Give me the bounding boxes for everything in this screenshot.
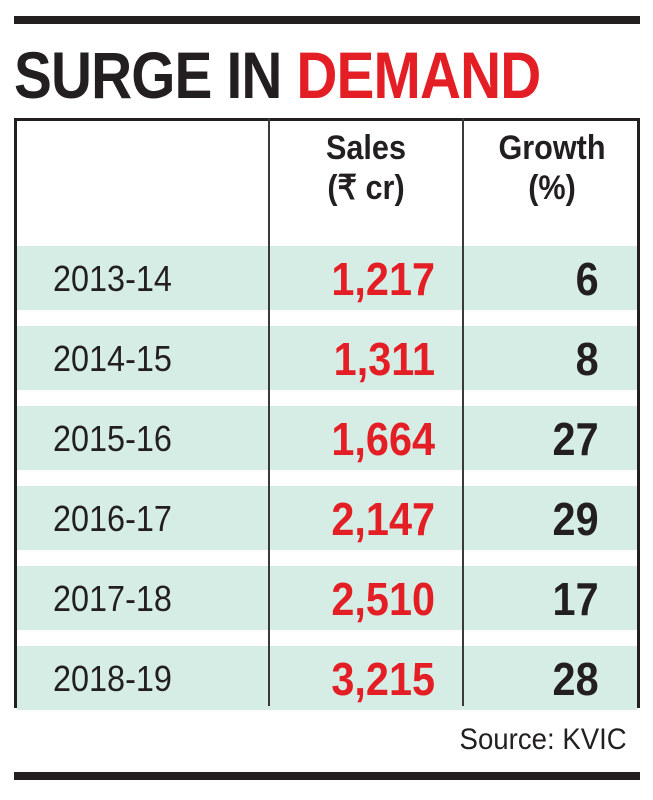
table-row: 2015-16 1,664 27: [17, 406, 637, 470]
title-part-red: DEMAND: [296, 38, 541, 112]
table-row: 2016-17 2,147 29: [17, 486, 637, 550]
growth-value: 29: [552, 493, 599, 545]
sales-value: 1,664: [331, 413, 435, 465]
sales-header-line1: Sales: [326, 129, 406, 167]
growth-value: 28: [552, 653, 599, 705]
table-row: 2017-18 2,510 17: [17, 566, 637, 630]
growth-value: 8: [575, 333, 599, 385]
year-cell: 2014-15: [53, 338, 172, 379]
table-row: 2013-14 1,217 6: [17, 246, 637, 310]
growth-header-line2: (%): [528, 169, 576, 207]
growth-value: 17: [552, 573, 599, 625]
table-row: 2014-15 1,311 8: [17, 326, 637, 390]
year-cell: 2015-16: [53, 418, 172, 459]
sales-value: 1,217: [331, 253, 435, 305]
column-divider-2: [462, 118, 464, 706]
growth-column-header: Growth (%): [473, 128, 631, 238]
year-cell: 2017-18: [53, 578, 172, 619]
bottom-rule: [14, 772, 640, 780]
growth-header-line1: Growth: [498, 129, 606, 167]
growth-value: 6: [575, 253, 599, 305]
growth-value: 27: [552, 413, 599, 465]
year-cell: 2016-17: [53, 498, 172, 539]
source-note: Source: KVIC: [459, 723, 627, 756]
year-cell: 2018-19: [53, 658, 172, 699]
sales-value: 3,215: [331, 653, 435, 705]
sales-value: 2,510: [331, 573, 435, 625]
year-cell: 2013-14: [53, 258, 172, 299]
sales-value: 2,147: [331, 493, 435, 545]
table-row: 2018-19 3,215 28: [17, 646, 637, 710]
sales-value: 1,311: [333, 333, 435, 385]
sales-column-header: Sales (₹ cr): [280, 128, 453, 238]
sales-header-line2: (₹ cr): [327, 169, 405, 207]
column-divider-1: [268, 118, 270, 706]
top-rule: [14, 16, 640, 24]
title-part-dark: SURGE IN: [14, 38, 297, 112]
chart-title: SURGE IN DEMAND: [14, 36, 541, 114]
